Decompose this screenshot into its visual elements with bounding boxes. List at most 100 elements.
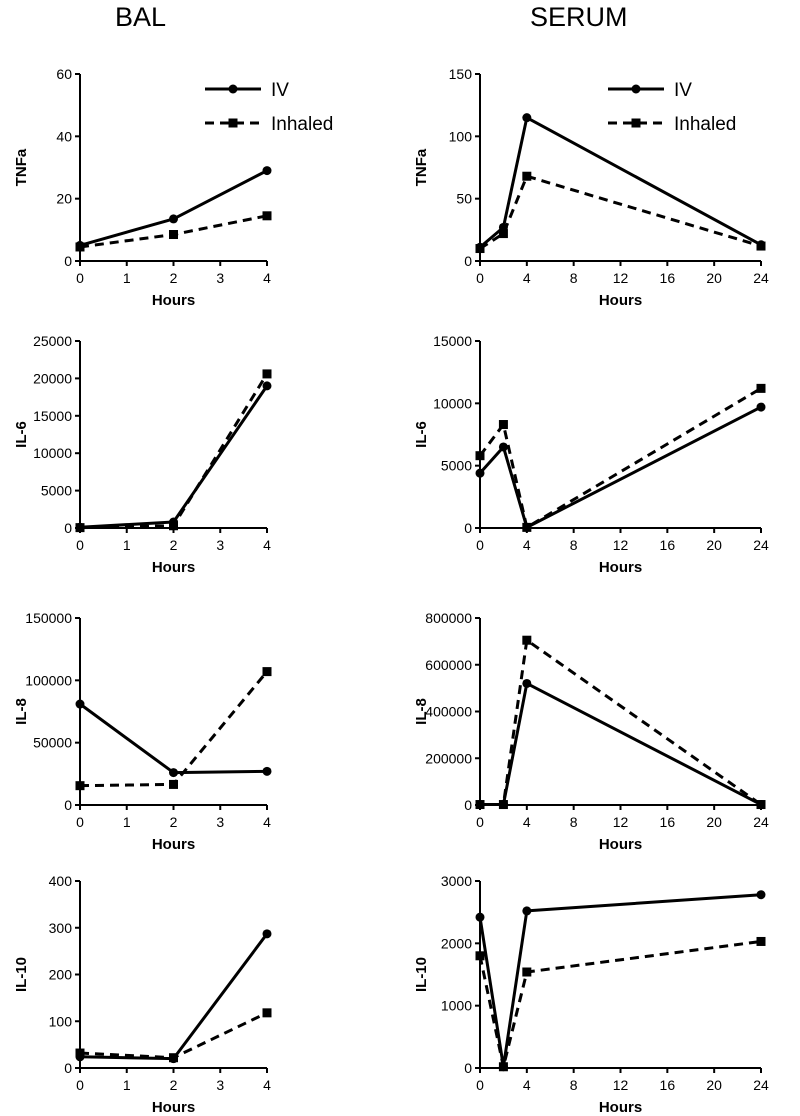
y-tick-label: 50 — [456, 191, 472, 207]
y-tick-label: 0 — [64, 253, 72, 269]
data-point-inhaled — [75, 781, 85, 791]
data-point-inhaled — [756, 383, 766, 393]
y-tick-label: 15000 — [33, 408, 72, 424]
x-tick-label: 2 — [170, 1077, 178, 1093]
y-axis-title: IL-6 — [13, 421, 30, 448]
chart-serum-il8: 0 200000 400000 600000 800000 0 4 8 12 16 20 24 Hour… — [413, 610, 769, 853]
x-tick-label: 8 — [570, 270, 578, 286]
data-point-iv — [262, 381, 272, 391]
data-point-inhaled — [522, 171, 532, 181]
y-tick-label: 100000 — [25, 672, 72, 688]
series-line-iv — [480, 681, 762, 807]
bal-column-header: BAL — [115, 2, 167, 32]
chart-serum-tnfa: 0 50 100 150 0 4 8 12 16 20 24 Hours TNFa IV Inhaled — [413, 66, 769, 309]
data-point-inhaled — [169, 230, 178, 240]
x-tick-label: 0 — [476, 270, 484, 286]
y-tick-label: 0 — [464, 520, 472, 536]
x-tick-label: 1 — [123, 1077, 131, 1093]
series-line-iv — [478, 893, 762, 1069]
y-tick-label: 20000 — [33, 370, 72, 386]
y-tick-label: 3000 — [441, 873, 472, 889]
data-point-iv — [169, 214, 178, 224]
x-tick-label: 8 — [570, 814, 578, 830]
x-tick-label: 16 — [660, 1077, 676, 1093]
x-tick-label: 4 — [523, 537, 531, 553]
x-tick-label: 24 — [753, 814, 769, 830]
data-point-inhaled — [522, 967, 532, 977]
data-point-iv — [262, 166, 272, 176]
series-line-inhaled — [79, 1011, 268, 1060]
data-point-iv — [262, 766, 272, 776]
y-tick-label: 0 — [464, 797, 472, 813]
x-tick-label: 12 — [613, 1077, 629, 1093]
x-tick-label: 2 — [170, 537, 178, 553]
x-tick-label: 0 — [76, 814, 84, 830]
series-line-iv — [79, 385, 269, 529]
x-tick-label: 4 — [523, 1077, 531, 1093]
y-tick-label: 20 — [56, 191, 72, 207]
x-tick-label: 4 — [523, 814, 531, 830]
x-axis-title: Hours — [599, 836, 642, 853]
x-axis-title: Hours — [152, 1099, 195, 1116]
data-point-inhaled — [522, 522, 532, 532]
data-point-iv — [498, 442, 508, 452]
serum-column-header: SERUM — [530, 2, 628, 32]
data-point-iv — [522, 113, 532, 123]
y-tick-label: 300 — [49, 920, 73, 936]
y-tick-label: 100 — [449, 128, 473, 144]
y-axis-title: IL-8 — [413, 698, 430, 725]
legend-label-iv: IV — [674, 80, 692, 101]
x-tick-label: 3 — [216, 1077, 224, 1093]
y-tick-label: 0 — [64, 520, 72, 536]
x-tick-label: 0 — [476, 814, 484, 830]
x-axis-title: Hours — [152, 836, 195, 853]
y-tick-label: 60 — [56, 66, 72, 82]
y-axis-title: IL-10 — [13, 957, 30, 992]
x-tick-label: 20 — [706, 270, 722, 286]
x-tick-label: 8 — [570, 537, 578, 553]
data-point-inhaled — [522, 635, 532, 645]
x-tick-label: 12 — [613, 270, 629, 286]
data-point-iv — [475, 468, 485, 478]
data-point-inhaled — [75, 242, 85, 252]
x-tick-label: 0 — [76, 1077, 84, 1093]
y-tick-label: 150000 — [25, 610, 72, 626]
data-point-iv — [522, 678, 532, 688]
y-tick-label: 0 — [464, 253, 472, 269]
legend-label-inhaled: Inhaled — [271, 114, 333, 135]
data-point-inhaled — [262, 211, 272, 221]
chart-serum-il6: 0 5000 10000 15000 0 4 8 12 16 20 24 Hours IL-6 — [413, 333, 769, 576]
x-tick-label: 1 — [123, 537, 131, 553]
data-point-inhaled — [75, 1048, 85, 1058]
x-tick-label: 20 — [706, 1077, 722, 1093]
chart-bal-tnfa: 0 20 40 60 0 1 2 3 4 Hours TNFa IV Inhaled — [13, 66, 333, 309]
data-point-inhaled — [756, 936, 766, 946]
x-tick-label: 4 — [263, 814, 271, 830]
x-tick-label: 4 — [263, 270, 271, 286]
x-axis-title: Hours — [152, 559, 195, 576]
x-tick-label: 24 — [753, 270, 769, 286]
data-point-inhaled — [498, 229, 508, 239]
y-tick-label: 0 — [64, 797, 72, 813]
x-tick-label: 4 — [263, 1077, 271, 1093]
series-line-iv — [478, 405, 762, 529]
x-tick-label: 20 — [706, 814, 722, 830]
data-point-inhaled — [262, 1008, 272, 1018]
x-tick-label: 16 — [660, 270, 676, 286]
data-point-inhaled — [498, 420, 508, 430]
x-axis-title: Hours — [152, 292, 195, 309]
series-line-iv — [79, 932, 269, 1061]
y-tick-label: 15000 — [433, 333, 472, 349]
data-point-iv — [756, 402, 766, 412]
legend-label-iv: IV — [271, 80, 289, 101]
y-tick-label: 1000 — [441, 998, 472, 1014]
y-tick-label: 150 — [449, 66, 473, 82]
legend-label-inhaled: Inhaled — [674, 114, 736, 135]
x-tick-label: 16 — [660, 814, 676, 830]
data-point-inhaled — [169, 1053, 178, 1063]
series-line-iv — [479, 116, 762, 249]
data-point-inhaled — [498, 1062, 508, 1072]
y-axis-title: IL-10 — [413, 957, 430, 992]
data-point-iv — [756, 890, 766, 900]
